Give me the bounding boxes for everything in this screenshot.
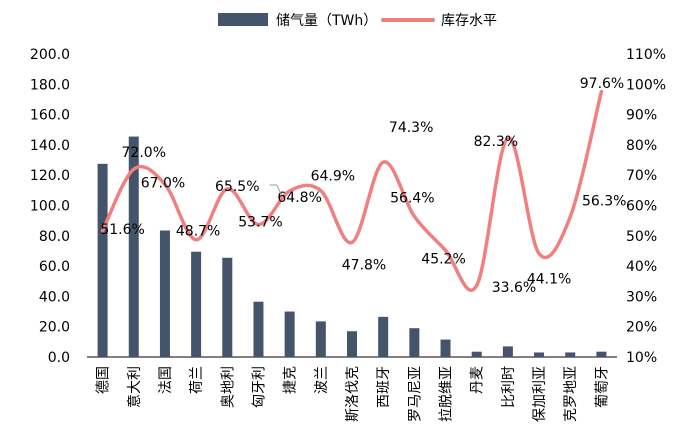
bar bbox=[534, 352, 545, 357]
line-data-label: 74.3% bbox=[389, 120, 433, 136]
line-data-label: 82.3% bbox=[474, 134, 518, 150]
y-right-tick-label: 50% bbox=[626, 229, 657, 245]
data-labels: 51.6% 72.0% 67.0% 48.7% 65.5% 53.7% 64.8% 64.9%… bbox=[100, 76, 626, 296]
y-right-tick-label: 60% bbox=[626, 199, 657, 215]
line-data-label: 65.5% bbox=[215, 179, 259, 195]
line-data-label: 56.3% bbox=[582, 194, 626, 210]
x-category-label: 法国 bbox=[158, 366, 174, 394]
line-data-label: 53.7% bbox=[238, 215, 282, 231]
line-data-label: 33.6% bbox=[492, 280, 536, 296]
line-series bbox=[100, 89, 604, 292]
x-category-label: 葡萄牙 bbox=[594, 366, 610, 408]
x-category-label: 拉脱维亚 bbox=[439, 366, 455, 422]
bar bbox=[315, 321, 326, 357]
y-left-tick-label: 160.0 bbox=[30, 108, 70, 124]
x-category-label: 西班牙 bbox=[376, 366, 392, 408]
line-data-label: 97.6% bbox=[580, 76, 624, 92]
bar bbox=[409, 328, 420, 357]
line-data-label: 51.6% bbox=[100, 222, 144, 238]
line-data-label: 64.8% bbox=[277, 190, 321, 206]
bar bbox=[596, 351, 607, 357]
y-right-tick-label: 100% bbox=[626, 77, 666, 93]
bar bbox=[97, 163, 108, 357]
bar bbox=[347, 331, 357, 357]
y-right-tick-label: 70% bbox=[626, 168, 657, 184]
line-data-label: 67.0% bbox=[141, 175, 185, 191]
y-left-tick-label: 140.0 bbox=[30, 138, 70, 154]
x-category-label: 斯洛伐克 bbox=[345, 366, 361, 422]
x-category-label: 德国 bbox=[96, 366, 112, 394]
x-category-label: 克罗地亚 bbox=[563, 366, 579, 422]
y-right-tick-label: 30% bbox=[626, 289, 657, 305]
bar bbox=[159, 230, 170, 357]
y-right-tick-label: 110% bbox=[626, 47, 666, 63]
bar bbox=[565, 352, 576, 357]
y-right-tick-label: 80% bbox=[626, 138, 657, 154]
legend-bar-label: 储气量（TWh） bbox=[276, 13, 377, 29]
y-right-tick-label: 10% bbox=[626, 350, 657, 366]
x-category-label: 匈牙利 bbox=[251, 366, 267, 408]
y-left-tick-label: 100.0 bbox=[30, 199, 70, 215]
x-category-label: 捷克 bbox=[283, 366, 299, 394]
x-category-label: 意大利 bbox=[126, 366, 143, 408]
line-data-label: 48.7% bbox=[176, 224, 220, 240]
y-left-tick-label: 0.0 bbox=[48, 350, 70, 366]
y-left-tick-label: 40.0 bbox=[39, 289, 70, 305]
line-data-label: 47.8% bbox=[342, 257, 386, 273]
bar bbox=[191, 251, 202, 357]
label-leader-line bbox=[269, 184, 283, 196]
bars bbox=[97, 136, 607, 357]
bar bbox=[253, 301, 264, 357]
x-category-label: 比利时 bbox=[501, 366, 517, 408]
x-category-label: 罗马尼亚 bbox=[407, 366, 423, 422]
y-left-tick-label: 180.0 bbox=[30, 77, 70, 93]
line-data-label: 72.0% bbox=[122, 145, 166, 161]
legend-line-label: 库存水平 bbox=[441, 13, 497, 29]
bar bbox=[284, 311, 295, 357]
x-category-label: 奥地利 bbox=[219, 366, 236, 408]
bar bbox=[128, 136, 139, 357]
line-path bbox=[100, 89, 604, 292]
y-left-tick-label: 200.0 bbox=[30, 47, 70, 63]
line-data-label: 44.1% bbox=[527, 272, 571, 288]
x-category-label: 荷兰 bbox=[189, 366, 205, 394]
x-category-label: 波兰 bbox=[314, 366, 330, 394]
line-data-label: 56.4% bbox=[390, 190, 434, 206]
bar bbox=[378, 316, 389, 357]
y-right-tick-label: 40% bbox=[626, 259, 657, 275]
y-right-tick-label: 90% bbox=[626, 108, 657, 124]
y-right-tick-label: 20% bbox=[626, 320, 657, 336]
x-category-label: 保加利亚 bbox=[532, 366, 548, 422]
y-left-tick-label: 20.0 bbox=[39, 320, 70, 336]
bar bbox=[471, 351, 482, 357]
y-left-tick-label: 120.0 bbox=[30, 168, 70, 184]
bar bbox=[502, 346, 513, 357]
x-category-label: 丹麦 bbox=[470, 366, 486, 394]
legend: 储气量（TWh） 库存水平 bbox=[218, 13, 497, 29]
line-data-label: 64.9% bbox=[311, 169, 355, 185]
bar bbox=[222, 257, 233, 357]
y-left-tick-label: 80.0 bbox=[39, 229, 70, 245]
legend-bar-swatch bbox=[218, 13, 268, 26]
line-data-label: 45.2% bbox=[421, 251, 465, 267]
y-left-tick-label: 60.0 bbox=[39, 259, 70, 275]
axes: 0.0 20.0 40.0 60.0 80.0 100.0 120.0 140.0 160.0 1… bbox=[30, 47, 666, 422]
bar bbox=[440, 339, 451, 357]
